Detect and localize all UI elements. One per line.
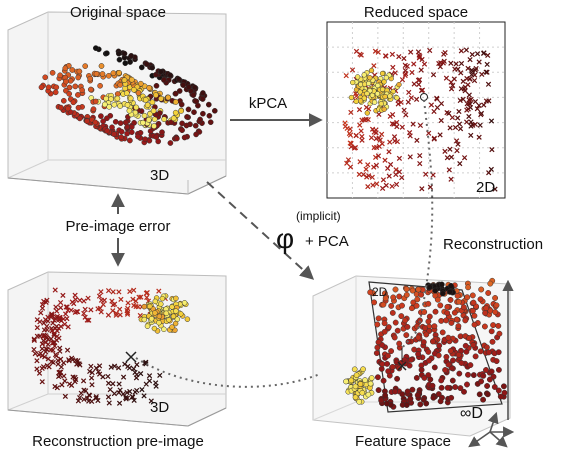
reconstruction-axes-box [7, 271, 227, 427]
kpca-arrow: kPCA [230, 95, 323, 127]
pre-image-error-arrow: Pre-image error [65, 193, 171, 267]
reconstruction-arrow-label: Reconstruction [443, 236, 543, 253]
reconstruction-panel: Reconstruction pre-image 3D [7, 271, 227, 450]
original-space-title: Original space [70, 4, 166, 21]
reduced-space-panel: Reduced space 2D [326, 4, 506, 199]
feature-mark-x [397, 361, 407, 371]
reconstruction-scatter [31, 287, 191, 406]
original-scatter [38, 45, 218, 146]
feature-plane-label: 2D [372, 285, 388, 299]
feature-dim-label: ∞D [460, 405, 483, 422]
reconstruction-dim-label: 3D [150, 399, 169, 416]
reconstruction-title: Reconstruction pre-image [32, 433, 204, 450]
feature-space-panel: 2D ∞D Feature space [312, 275, 515, 450]
original-dim-label: 3D [150, 167, 169, 184]
feature-space-title: Feature space [355, 433, 451, 450]
reconstruction-mark-x [125, 351, 137, 363]
original-space-panel: Original space 3D [7, 4, 227, 195]
kpca-label: kPCA [249, 95, 287, 112]
phi-symbol: φ [276, 223, 294, 254]
reduced-space-title: Reduced space [364, 4, 468, 21]
phi-pca-arrow: (implicit) φ + PCA [206, 181, 349, 280]
phi-pca-label: + PCA [305, 233, 349, 250]
reduced-scatter [342, 47, 498, 192]
phi-superscript-label: (implicit) [296, 209, 341, 223]
pre-image-error-label: Pre-image error [65, 218, 170, 235]
reconstruction-dotted-path [135, 99, 434, 388]
feature-scatter [343, 277, 508, 410]
feature-axes-arrows [468, 279, 515, 448]
reduced-dim-label: 2D [476, 179, 495, 196]
